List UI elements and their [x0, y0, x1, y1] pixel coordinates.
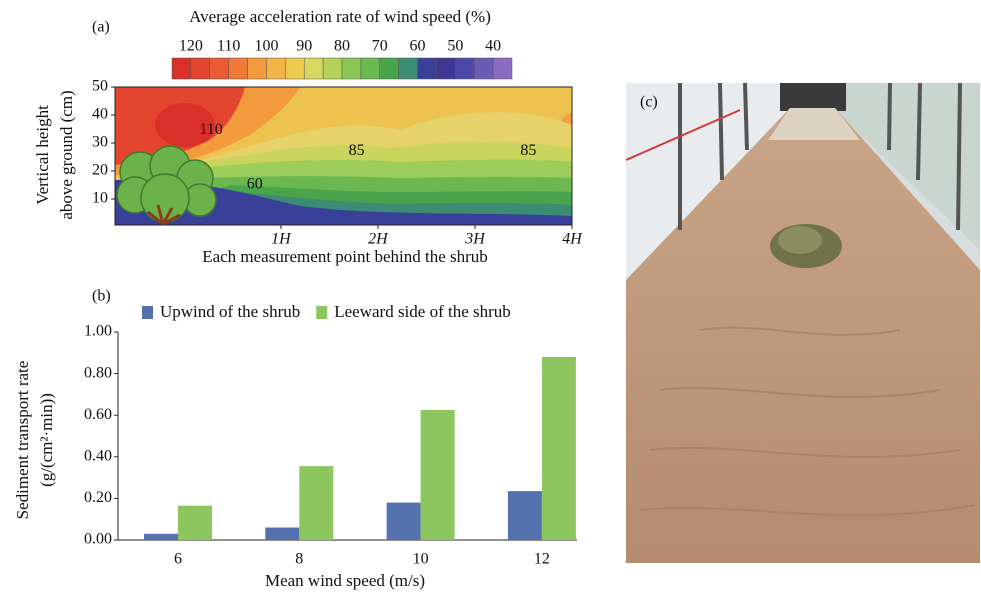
- colorbar-segment: [399, 58, 418, 79]
- y-tick-label: 0.20: [84, 489, 112, 506]
- legend-label: Leeward side of the shrub: [334, 302, 511, 321]
- y-axis-title: Vertical height: [33, 105, 52, 205]
- colorbar-segment: [210, 58, 229, 79]
- colorbar-title: Average acceleration rate of wind speed …: [189, 7, 491, 26]
- x-axis-title: Mean wind speed (m/s): [265, 571, 425, 590]
- colorbar-segment: [248, 58, 267, 79]
- y-axis-title: Sediment transport rate: [13, 361, 32, 520]
- colorbar-segment: [285, 58, 304, 79]
- y-axis-title: above ground (cm): [57, 90, 76, 219]
- colorbar-segment: [191, 58, 210, 79]
- bar: [421, 410, 455, 540]
- x-tick-label: 2H: [368, 231, 389, 248]
- y-tick-label: 30: [92, 134, 108, 151]
- y-tick-label: 10: [92, 190, 108, 207]
- bar: [542, 357, 576, 540]
- y-tick-label: 20: [92, 162, 108, 179]
- colorbar-tick-label: 80: [334, 38, 350, 55]
- colorbar-segment: [323, 58, 342, 79]
- legend-label: Upwind of the shrub: [160, 302, 300, 321]
- colorbar-tick-label: 120: [179, 38, 203, 55]
- colorbar-segment: [418, 58, 437, 79]
- colorbar-segment: [455, 58, 474, 79]
- contour-label: 85: [520, 142, 536, 159]
- contour-label: 60: [247, 176, 263, 193]
- colorbar-tick-label: 60: [410, 38, 426, 55]
- y-tick-label: 50: [92, 78, 108, 95]
- y-tick-label: 1.00: [84, 323, 112, 340]
- colorbar-tick-label: 90: [296, 38, 312, 55]
- contour-label: 85: [349, 142, 365, 159]
- y-tick-label: 0.80: [84, 364, 112, 381]
- y-tick-label: 0.00: [84, 531, 112, 548]
- colorbar-tick-label: 50: [447, 38, 463, 55]
- colorbar-segment: [229, 58, 248, 79]
- bar: [178, 506, 212, 540]
- colorbar-segment: [304, 58, 323, 79]
- x-tick-label: 3H: [464, 231, 486, 248]
- colorbar-segment: [474, 58, 493, 79]
- y-tick-label: 0.60: [84, 406, 112, 423]
- panel-label: (b): [92, 288, 111, 305]
- colorbar-segment: [436, 58, 455, 79]
- colorbar-segment: [266, 58, 285, 79]
- bar: [508, 491, 542, 540]
- x-tick-label: 10: [413, 551, 429, 568]
- colorbar-tick-label: 110: [217, 38, 240, 55]
- y-tick-label: 0.40: [84, 447, 112, 464]
- legend-swatch: [142, 306, 153, 319]
- bar: [144, 534, 178, 540]
- y-tick-label: 40: [92, 106, 108, 123]
- colorbar-tick-label: 40: [485, 38, 501, 55]
- bar: [299, 466, 333, 540]
- y-axis-title: (g/(cm²·min)): [37, 393, 56, 487]
- x-tick-label: 4H: [562, 231, 583, 248]
- photo: [626, 83, 980, 563]
- colorbar-tick-label: 70: [372, 38, 388, 55]
- colorbar-segment: [342, 58, 361, 79]
- legend-swatch: [316, 306, 327, 319]
- figure: (a) Average acceleration rate of wind sp…: [0, 0, 981, 595]
- bar: [265, 528, 299, 540]
- panel-label: (c): [640, 94, 658, 111]
- x-tick-label: 6: [174, 551, 182, 568]
- bar: [387, 503, 421, 540]
- x-axis-title: Each measurement point behind the shrub: [202, 247, 488, 266]
- colorbar-segment: [380, 58, 399, 79]
- x-tick-label: 12: [534, 551, 550, 568]
- colorbar-segment: [172, 58, 191, 79]
- x-tick-label: 8: [295, 551, 303, 568]
- contour-label: 110: [199, 121, 222, 138]
- colorbar-segment: [493, 58, 512, 79]
- x-tick-label: 1H: [271, 231, 292, 248]
- colorbar-segment: [361, 58, 380, 79]
- panel-label: (a): [92, 19, 110, 36]
- colorbar-tick-label: 100: [254, 38, 278, 55]
